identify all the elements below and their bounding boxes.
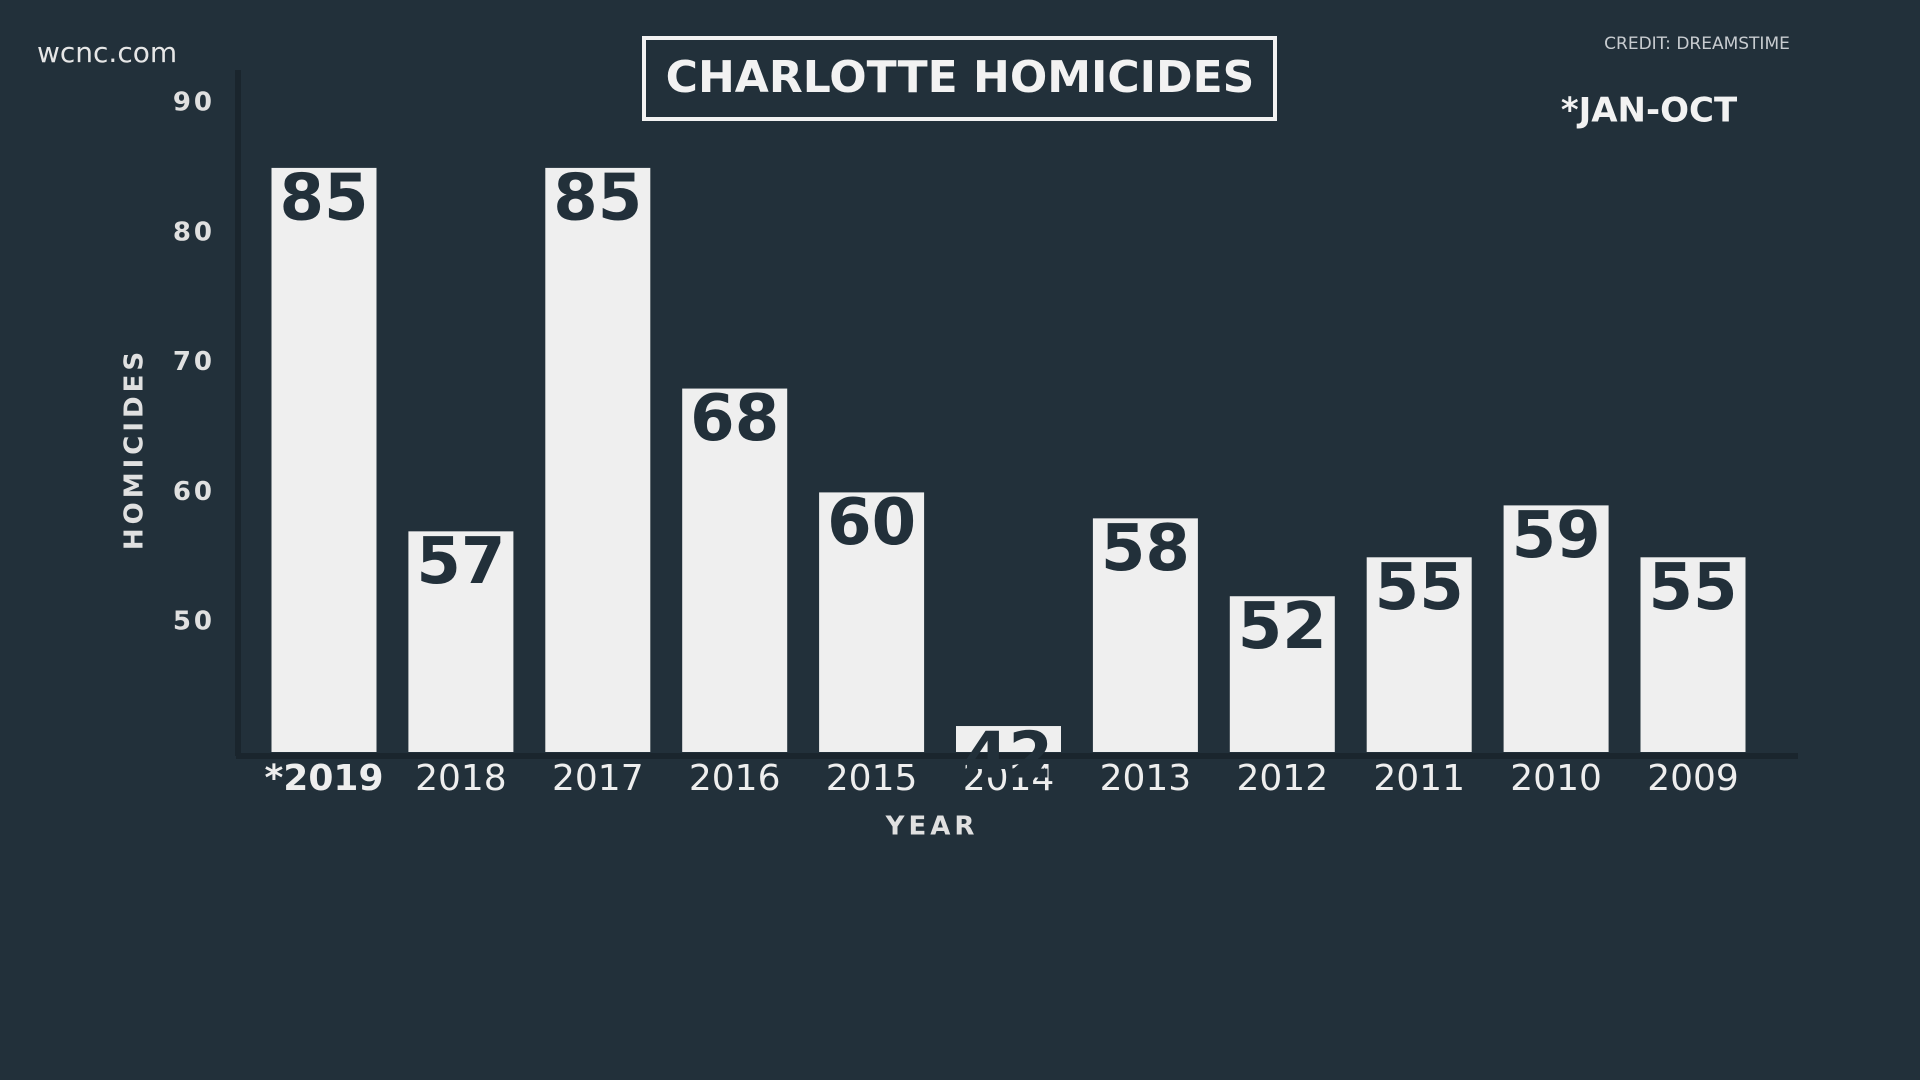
y-tick-label: 50 [173,607,215,637]
y-tick-label: 60 [173,477,215,507]
bar [1366,557,1472,752]
note: *JAN-OCT [1561,91,1738,131]
x-tick-label: 2015 [826,758,918,799]
x-axis-label: YEAR [885,812,979,842]
brand: wcnc.com [37,36,177,69]
data-label: 55 [1648,551,1737,625]
x-tick-label: 2012 [1236,758,1328,799]
x-tick-label: 2016 [689,758,781,799]
bar [271,167,377,752]
x-tick-label: 2017 [552,758,644,799]
bar [408,531,514,752]
chart-title: CHARLOTTE HOMICIDES [666,52,1255,103]
title-box [642,36,1277,121]
bar [819,492,925,752]
bar [1503,505,1609,752]
x-tick-label: 2018 [415,758,507,799]
bar [1640,557,1746,752]
x-tick-label: 2014 [963,758,1055,799]
data-label: 85 [553,161,642,235]
y-tick-label: 80 [173,217,215,247]
y-tick-label: 90 [173,88,215,118]
data-label: 57 [416,525,505,599]
x-tick-label: 2011 [1373,758,1465,799]
bar [1092,518,1198,752]
x-tick-label: 2010 [1510,758,1602,799]
data-label: 60 [827,486,916,560]
y-axis-label: HOMICIDES [120,348,150,550]
data-label: 85 [279,161,368,235]
y-tick-label: 70 [173,347,215,377]
credit: CREDIT: DREAMSTIME [1604,34,1790,54]
x-tick-label: 2009 [1647,758,1739,799]
data-label: 68 [690,382,779,456]
data-label: 59 [1512,499,1601,573]
x-tick-label: 2013 [1100,758,1192,799]
data-label: 55 [1375,551,1464,625]
bar [956,726,1061,752]
data-label: 52 [1238,590,1327,664]
bar [1229,596,1335,752]
data-label: 58 [1101,512,1190,586]
bar [682,388,788,752]
data-label: 42 [964,720,1053,794]
x-tick-label: *2019 [264,758,383,799]
bar [545,167,651,752]
